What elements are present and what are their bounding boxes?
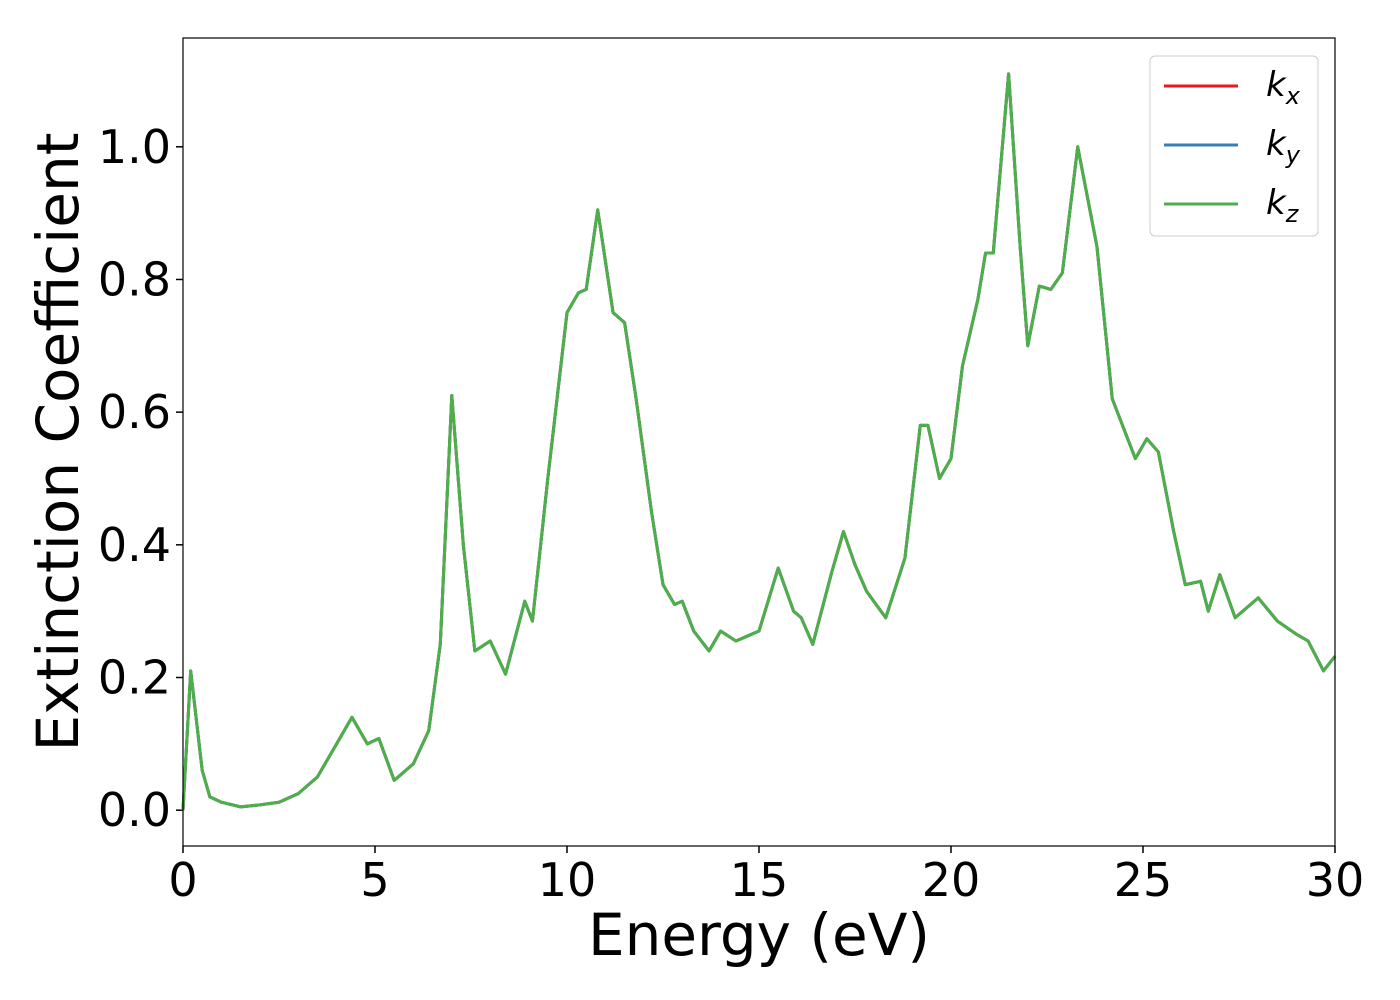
x-tick-label: 15 — [730, 853, 789, 907]
x-tick-label: 25 — [1114, 853, 1173, 907]
x-tick-label: 10 — [538, 853, 597, 907]
x-tick-label: 30 — [1306, 853, 1365, 907]
series-line — [181, 72, 1337, 811]
y-tick-label: 0.2 — [98, 651, 171, 705]
legend-label: ky — [1266, 124, 1301, 169]
y-tick-label: 1.0 — [98, 120, 171, 174]
x-tick-label: 20 — [922, 853, 981, 907]
legend-label: kx — [1266, 65, 1301, 110]
plot-frame — [182, 37, 1336, 847]
x-axis-label: Energy (eV) — [588, 901, 930, 969]
y-axis-label: Extinction Coefficient — [24, 133, 92, 752]
y-tick-label: 0.8 — [98, 252, 171, 306]
y-tick-label: 0.0 — [98, 783, 171, 837]
x-tick-label: 5 — [360, 853, 389, 907]
legend-label: kz — [1266, 183, 1300, 228]
y-tick-label: 0.4 — [98, 518, 171, 572]
y-tick-label: 0.6 — [98, 385, 171, 439]
x-tick-label: 0 — [168, 853, 197, 907]
